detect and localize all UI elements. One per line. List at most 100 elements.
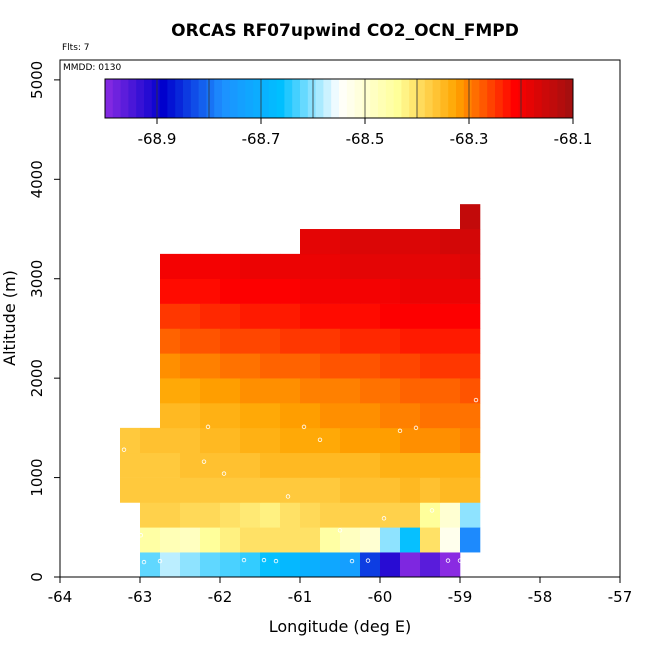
flights-annotation: Flts: 7: [62, 43, 90, 53]
heatmap-cell: [240, 403, 261, 429]
heatmap-cell: [220, 477, 241, 503]
x-tick-label: -60: [368, 588, 393, 606]
heatmap-cell: [160, 403, 181, 429]
heatmap-cell: [180, 427, 201, 454]
heatmap-cell: [460, 303, 481, 329]
heatmap-cell: [140, 477, 161, 503]
heatmap-cell: [140, 427, 161, 454]
heatmap-cell: [400, 303, 421, 329]
heatmap-cell: [160, 502, 181, 528]
observation-point: [469, 558, 475, 563]
heatmap-cell: [160, 427, 181, 454]
heatmap-cell: [220, 403, 241, 429]
heatmap-cell: [140, 527, 161, 553]
heatmap-cell: [440, 502, 461, 528]
heatmap-cell: [400, 253, 421, 280]
heatmap-cell: [240, 477, 261, 503]
heatmap-cell: [260, 378, 281, 404]
heatmap-cell: [300, 502, 321, 528]
colorbar-swatch: [370, 79, 379, 118]
heatmap-cell: [380, 427, 401, 454]
x-tick-label: -62: [208, 588, 233, 606]
heatmap-cell: [180, 502, 201, 528]
observation-point: [413, 425, 419, 431]
colorbar-swatch: [151, 79, 160, 118]
heatmap-cell: [420, 403, 441, 429]
heatmap-cell: [280, 452, 301, 478]
heatmap-cell: [320, 403, 341, 429]
heatmap-cell: [280, 303, 301, 329]
heatmap-cell: [240, 502, 261, 528]
heatmap-cell: [420, 502, 441, 528]
heatmap-cell: [320, 353, 341, 379]
observation-point: [489, 210, 495, 216]
heatmap-cell: [280, 403, 301, 429]
colorbar-swatch: [549, 79, 558, 118]
heatmap-cell: [420, 328, 441, 354]
heatmap-cell: [300, 278, 321, 304]
observation-point: [141, 559, 147, 565]
heatmap-cell: [240, 253, 261, 280]
colorbar-swatch: [565, 79, 574, 118]
heatmap-cell: [300, 378, 321, 404]
colorbar-swatch: [417, 79, 426, 118]
heatmap-cell: [460, 452, 481, 478]
heatmap-cell: [340, 378, 361, 404]
heatmap-cell: [280, 328, 301, 354]
heatmap-cell: [180, 477, 201, 503]
colorbar-swatch: [315, 79, 324, 118]
colorbar-swatch: [144, 79, 153, 118]
observation-point: [201, 459, 207, 464]
heatmap-cell: [160, 253, 181, 280]
observation-points: [121, 210, 495, 565]
heatmap-cell: [300, 552, 321, 578]
heatmap-cell: [260, 552, 281, 578]
heatmap-cell: [460, 278, 481, 304]
x-tick-label: -59: [448, 588, 473, 606]
heatmap-cell: [340, 303, 361, 329]
heatmap-cell: [380, 253, 401, 280]
heatmap-cell: [240, 452, 261, 478]
heatmap-cell: [380, 403, 401, 429]
heatmap-cell: [320, 278, 341, 304]
colorbar-tick-label: -68.1: [554, 130, 593, 148]
colorbar-swatch: [206, 79, 215, 118]
observation-point: [381, 516, 387, 521]
heatmap-cell: [220, 427, 241, 454]
heatmap-cell: [200, 527, 221, 553]
heatmap-cell: [220, 253, 241, 280]
heatmap-cell: [440, 477, 461, 503]
heatmap-cell: [260, 278, 281, 304]
heatmap-cell: [440, 403, 461, 429]
colorbar-swatch: [198, 79, 207, 118]
heatmap-cell: [380, 328, 401, 354]
heatmap-cell: [340, 328, 361, 354]
y-tick-label: 5000: [28, 61, 46, 99]
heatmap-cell: [420, 229, 441, 255]
heatmap-cell: [460, 502, 481, 528]
heatmap-cell: [380, 502, 401, 528]
colorbar-swatch: [502, 79, 511, 118]
heatmap-cell: [200, 427, 221, 454]
heatmap-cell: [380, 353, 401, 379]
heatmap-cell: [420, 378, 441, 404]
heatmap-cell: [180, 403, 201, 429]
heatmap-cell: [300, 477, 321, 503]
colorbar-swatch: [495, 79, 504, 118]
heatmap-cell: [460, 229, 481, 255]
observation-point: [481, 302, 487, 307]
observation-point: [157, 558, 163, 564]
heatmap-cell: [360, 452, 381, 478]
heatmap-cell: [120, 427, 141, 454]
colorbar-swatch: [378, 79, 387, 118]
heatmap-cell: [400, 403, 421, 429]
observation-point: [241, 557, 247, 563]
heatmap-cell: [220, 353, 241, 379]
heatmap-cell: [420, 253, 441, 280]
heatmap-cell: [320, 328, 341, 354]
heatmap-cell: [200, 378, 221, 404]
heatmap-cell: [300, 527, 321, 553]
colorbar-swatch: [354, 79, 363, 118]
colorbar-swatch: [557, 79, 566, 118]
colorbar-swatch: [424, 79, 433, 118]
